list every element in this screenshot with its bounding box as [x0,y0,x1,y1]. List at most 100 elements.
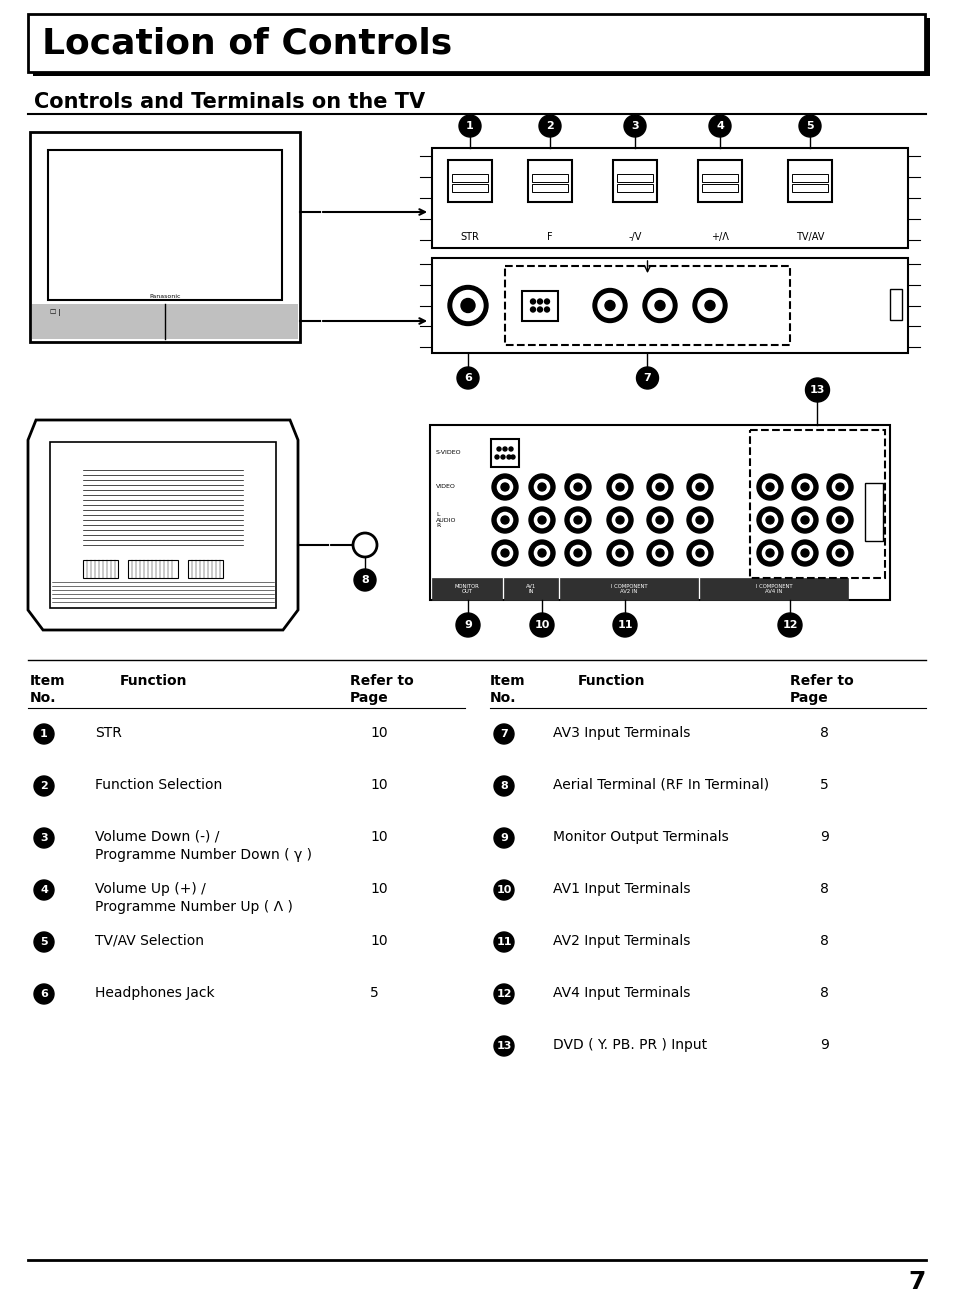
Text: Location of Controls: Location of Controls [42,26,452,60]
Circle shape [529,474,555,500]
Circle shape [537,516,545,524]
Circle shape [574,516,581,524]
Text: 5: 5 [805,121,813,131]
Text: 10: 10 [496,885,511,896]
FancyBboxPatch shape [491,439,518,467]
Circle shape [568,478,586,496]
Text: 9: 9 [463,619,472,630]
FancyBboxPatch shape [32,305,297,340]
FancyBboxPatch shape [30,132,299,342]
Circle shape [495,455,498,459]
Circle shape [354,569,375,591]
Circle shape [642,289,677,323]
Circle shape [509,447,513,451]
FancyBboxPatch shape [700,578,847,600]
Text: Panasonic: Panasonic [149,294,180,299]
Text: Volume Down (-) /
Programme Number Down ( γ ): Volume Down (-) / Programme Number Down … [95,829,312,862]
Circle shape [500,516,509,524]
Text: DVD ( Y. PB. PR ) Input: DVD ( Y. PB. PR ) Input [553,1038,706,1052]
Circle shape [765,516,773,524]
Text: 8: 8 [820,934,828,947]
FancyBboxPatch shape [559,578,698,600]
Text: 7: 7 [499,728,507,739]
Circle shape [616,483,623,491]
Text: 6: 6 [463,373,472,384]
Circle shape [606,474,633,500]
Circle shape [529,507,555,533]
Text: 2: 2 [40,781,48,791]
Circle shape [610,511,628,529]
Circle shape [496,478,514,496]
Circle shape [757,540,782,566]
Circle shape [830,478,848,496]
Circle shape [686,540,712,566]
FancyBboxPatch shape [791,184,827,192]
Text: AV1 Input Terminals: AV1 Input Terminals [553,883,690,896]
Circle shape [690,544,708,562]
Circle shape [646,507,672,533]
Text: Function: Function [120,674,188,688]
FancyBboxPatch shape [33,18,929,76]
FancyBboxPatch shape [527,159,572,202]
FancyBboxPatch shape [432,148,907,248]
Circle shape [34,932,54,953]
Circle shape [650,544,668,562]
Circle shape [492,507,517,533]
Circle shape [708,115,730,137]
Circle shape [502,447,506,451]
Circle shape [353,533,376,557]
Text: 1: 1 [40,728,48,739]
Circle shape [574,550,581,557]
Text: 13: 13 [496,1041,511,1051]
Text: AV1
IN: AV1 IN [525,583,536,595]
Circle shape [791,474,817,500]
Text: 4: 4 [40,885,48,896]
Text: Monitor Output Terminals: Monitor Output Terminals [553,829,728,844]
Circle shape [765,483,773,491]
Circle shape [533,544,551,562]
Text: TV/AV Selection: TV/AV Selection [95,934,204,947]
FancyBboxPatch shape [749,430,884,578]
Text: Refer to
Page: Refer to Page [789,674,853,705]
Text: 8: 8 [361,575,369,584]
Circle shape [795,544,813,562]
Circle shape [500,455,504,459]
Circle shape [696,483,703,491]
Circle shape [765,550,773,557]
Circle shape [500,550,509,557]
Text: 9: 9 [820,829,828,844]
Circle shape [598,293,621,318]
Text: 13: 13 [809,385,824,395]
Text: 5: 5 [370,986,378,1001]
FancyBboxPatch shape [48,150,282,299]
Circle shape [757,507,782,533]
Circle shape [494,984,514,1004]
Text: 8: 8 [820,726,828,740]
Text: F: F [547,232,552,242]
Circle shape [34,776,54,796]
Circle shape [494,724,514,744]
Circle shape [492,474,517,500]
Text: L
AUDIO
R: L AUDIO R [436,512,456,529]
Circle shape [494,776,514,796]
Text: 1: 1 [466,121,474,131]
Circle shape [791,507,817,533]
FancyBboxPatch shape [188,560,223,578]
FancyBboxPatch shape [787,159,831,202]
Text: AV2 Input Terminals: AV2 Input Terminals [553,934,690,947]
Text: 10: 10 [534,619,549,630]
Circle shape [564,474,590,500]
Circle shape [492,540,517,566]
FancyBboxPatch shape [701,174,738,181]
Circle shape [647,293,671,318]
Circle shape [606,507,633,533]
Circle shape [835,483,843,491]
Circle shape [760,544,779,562]
Circle shape [799,115,821,137]
Text: Aerial Terminal (RF In Terminal): Aerial Terminal (RF In Terminal) [553,778,768,792]
FancyBboxPatch shape [698,159,741,202]
FancyBboxPatch shape [701,184,738,192]
Text: Headphones Jack: Headphones Jack [95,986,214,1001]
Circle shape [564,540,590,566]
Circle shape [610,544,628,562]
